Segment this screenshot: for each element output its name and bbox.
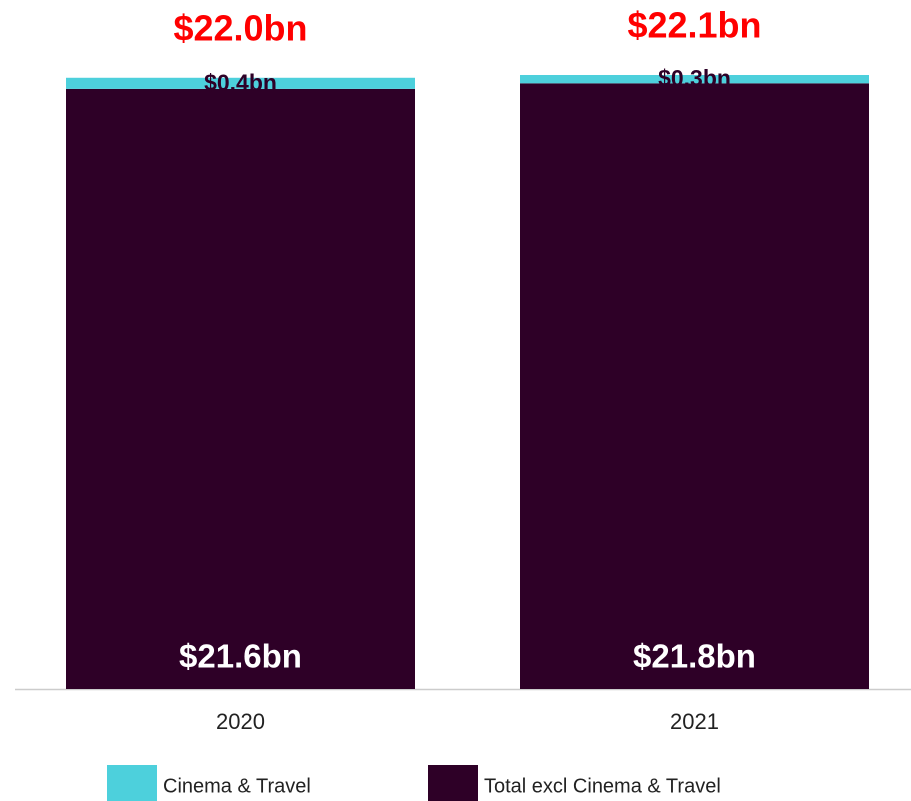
legend-label: Cinema & Travel xyxy=(163,775,311,797)
x-tick-label: 2020 xyxy=(216,709,265,734)
bar-segment xyxy=(66,77,415,89)
value-label: $21.6bn xyxy=(179,638,302,675)
value-label: $21.8bn xyxy=(633,638,756,675)
legend-label: Total excl Cinema & Travel xyxy=(484,775,721,797)
legend-swatch xyxy=(107,765,157,801)
bar-segment xyxy=(520,75,869,84)
bar-segment xyxy=(520,83,869,689)
total-label: $22.0bn xyxy=(173,7,307,48)
legend-swatch xyxy=(428,765,478,801)
bar-segment xyxy=(66,88,415,689)
x-tick-label: 2021 xyxy=(670,709,719,734)
total-label: $22.1bn xyxy=(627,5,761,46)
value-label: $0.3bn xyxy=(658,65,731,91)
value-label: $0.4bn xyxy=(204,69,277,95)
